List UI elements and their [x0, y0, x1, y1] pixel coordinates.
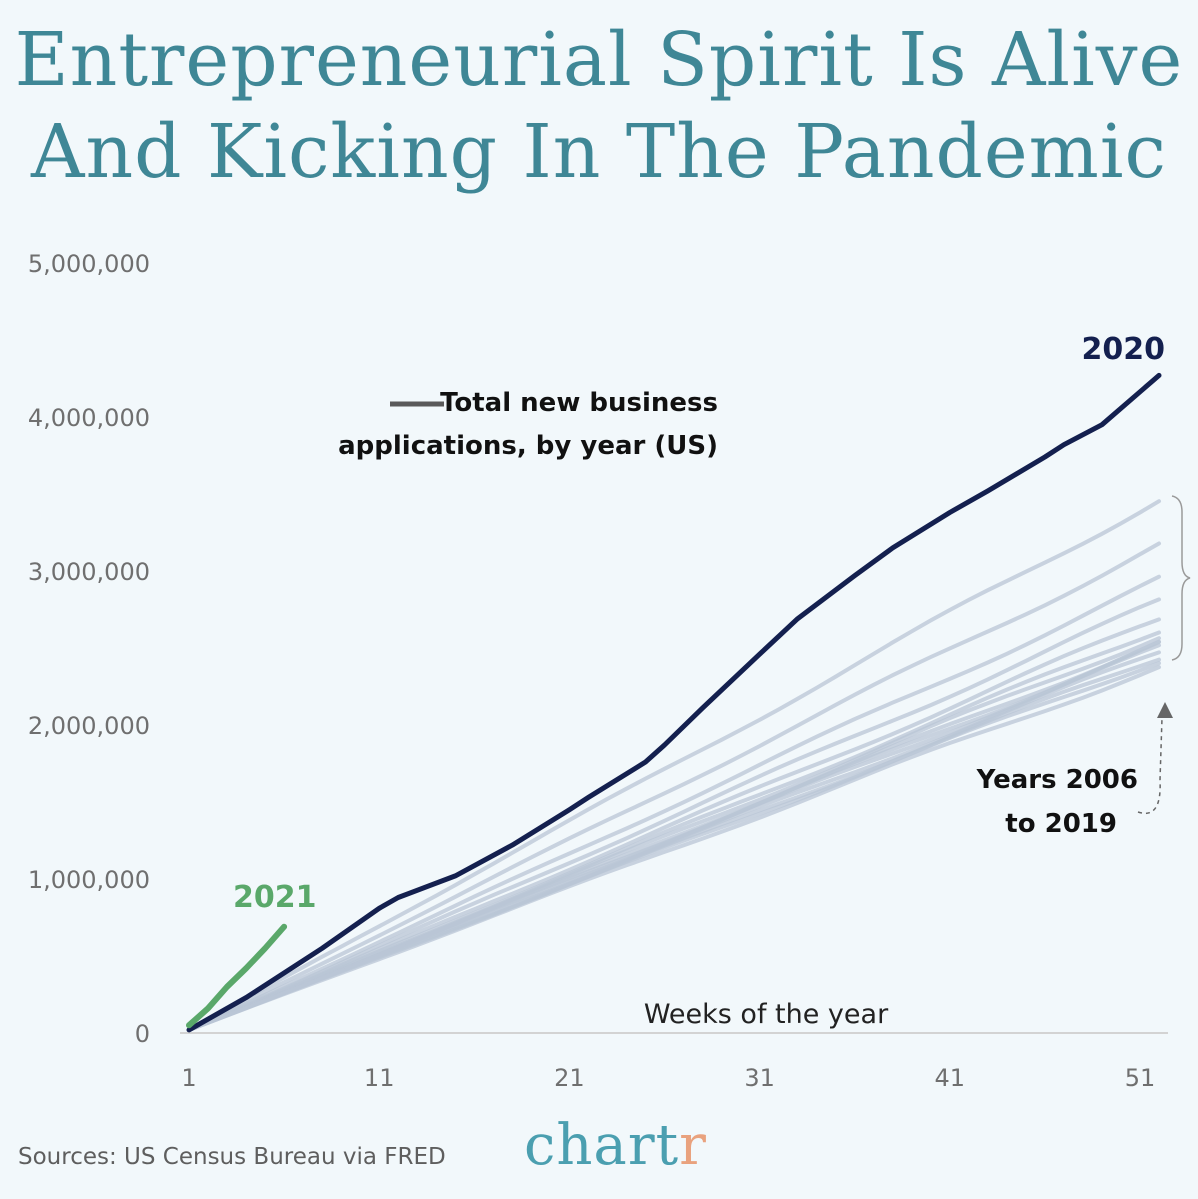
series-background-year-line — [187, 597, 1161, 1032]
x-tick-label: 1 — [181, 1064, 196, 1092]
y-tick-label: 1,000,000 — [28, 866, 150, 894]
logo-accent: r — [679, 1113, 707, 1178]
label-years-line-1: Years 2006 — [976, 765, 1138, 795]
legend-text-line-1: Total new business — [440, 388, 718, 418]
series-2006-2019 — [187, 499, 1161, 1032]
label-2020: 2020 — [1082, 332, 1166, 367]
chart-title: Entrepreneurial Spirit Is Alive And Kick… — [0, 14, 1198, 198]
y-axis-ticks: 0 1,000,000 2,000,000 3,000,000 4,000,000 5,0… — [28, 250, 150, 1048]
title-line-1: Entrepreneurial Spirit Is Alive — [14, 17, 1184, 103]
y-tick-label: 5,000,000 — [28, 250, 150, 278]
title-line-2: And Kicking In The Pandemic — [31, 109, 1167, 195]
arrow-head-icon — [1157, 702, 1173, 718]
x-tick-label: 51 — [1125, 1064, 1156, 1092]
label-2021: 2021 — [233, 880, 317, 915]
y-tick-label: 2,000,000 — [28, 712, 150, 740]
x-axis-ticks: 1 11 21 31 41 51 — [181, 1064, 1155, 1092]
series-2020-line — [186, 372, 1162, 1033]
brace-icon — [1171, 495, 1191, 661]
x-axis-label: Weeks of the year — [644, 999, 889, 1030]
x-tick-label: 11 — [364, 1064, 395, 1092]
x-tick-label: 21 — [554, 1064, 585, 1092]
series-background-year-line — [187, 541, 1161, 1032]
y-tick-label: 0 — [135, 1020, 150, 1048]
source-note: Sources: US Census Bureau via FRED — [18, 1144, 446, 1170]
logo-main: chart — [524, 1113, 680, 1178]
legend-text-line-2: applications, by year (US) — [338, 431, 718, 461]
chartr-logo: chartr — [524, 1113, 707, 1178]
label-years-line-2: to 2019 — [1005, 809, 1117, 839]
y-tick-label: 4,000,000 — [28, 404, 150, 432]
series-background-year-line — [187, 499, 1161, 1032]
series-2021-line — [186, 923, 288, 1029]
series-background-year-line — [187, 665, 1161, 1032]
x-tick-label: 41 — [935, 1064, 966, 1092]
dashed-arrow — [1137, 717, 1163, 814]
y-tick-label: 3,000,000 — [28, 558, 150, 586]
x-tick-label: 31 — [744, 1064, 775, 1092]
series-background-year-line — [187, 574, 1161, 1032]
